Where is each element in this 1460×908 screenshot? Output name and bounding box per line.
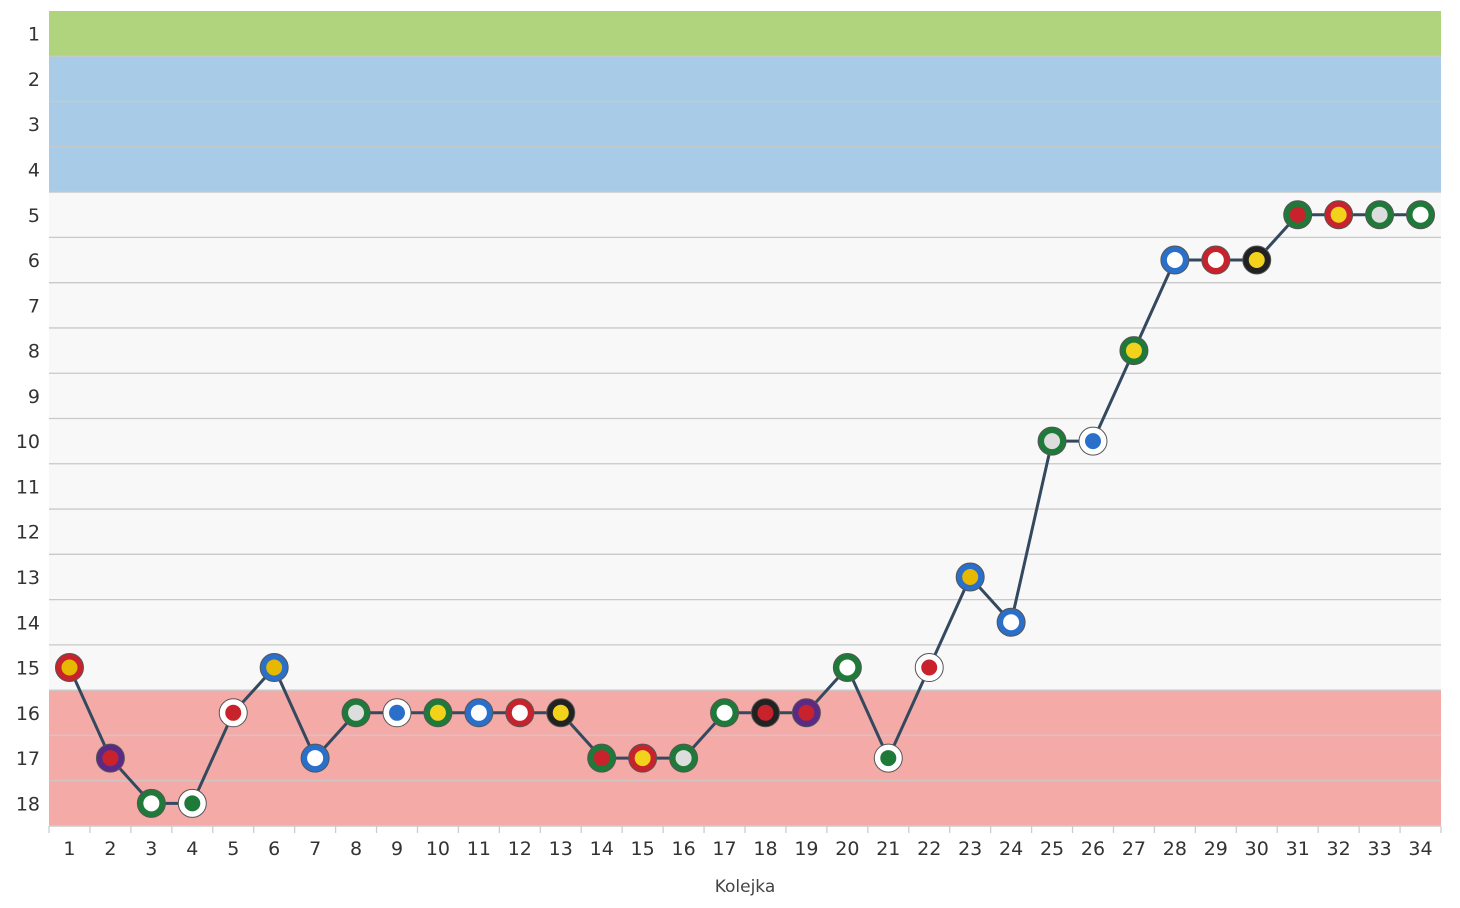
x-tick-label: 21 bbox=[876, 838, 900, 860]
y-tick-label: 15 bbox=[16, 658, 40, 680]
y-tick-label: 13 bbox=[16, 567, 40, 589]
green-shield-crest bbox=[341, 698, 371, 728]
white-red-pennant-crest bbox=[914, 653, 944, 683]
x-tick-label: 15 bbox=[631, 838, 655, 860]
y-tick-label: 17 bbox=[16, 748, 40, 770]
green-red-oval-crest bbox=[587, 743, 617, 773]
x-tick-label: 3 bbox=[145, 838, 157, 860]
white-green-shield-crest bbox=[177, 788, 207, 818]
band-2 bbox=[49, 192, 1441, 691]
gridlines bbox=[49, 55, 1441, 782]
red-gold-shield-crest bbox=[54, 653, 84, 683]
blue-white-striped-crest bbox=[464, 698, 494, 728]
green-white-round-crest bbox=[832, 653, 862, 683]
x-tick-label: 29 bbox=[1204, 838, 1228, 860]
y-tick-label: 6 bbox=[28, 250, 40, 272]
green-red-oval-crest bbox=[1283, 200, 1313, 230]
x-tick-label: 20 bbox=[835, 838, 859, 860]
y-tick-label: 2 bbox=[28, 69, 40, 91]
red-white-round-crest bbox=[505, 698, 535, 728]
y-tick-label: 9 bbox=[28, 386, 40, 408]
purple-red-shield-crest bbox=[95, 743, 125, 773]
white-red-pennant-crest bbox=[218, 698, 248, 728]
series-position bbox=[68, 213, 1421, 805]
y-tick-label: 10 bbox=[16, 431, 40, 453]
y-tick-label: 5 bbox=[28, 205, 40, 227]
x-tick-label: 4 bbox=[186, 838, 198, 860]
x-tick-label: 2 bbox=[104, 838, 116, 860]
x-tick-label: 22 bbox=[917, 838, 941, 860]
x-tick-label: 25 bbox=[1040, 838, 1064, 860]
x-tick-label: 31 bbox=[1286, 838, 1310, 860]
green-shield-crest bbox=[1037, 426, 1067, 456]
white-blue-red-crest bbox=[1078, 426, 1108, 456]
black-yellow-pennant-crest bbox=[546, 698, 576, 728]
x-tick-label: 1 bbox=[63, 838, 75, 860]
white-green-shield-crest bbox=[873, 743, 903, 773]
x-tick-label: 19 bbox=[794, 838, 818, 860]
y-tick-label: 12 bbox=[16, 522, 40, 544]
green-white-round-crest bbox=[136, 788, 166, 818]
x-tick-label: 5 bbox=[227, 838, 239, 860]
blue-white-crest bbox=[996, 607, 1026, 637]
red-yellow-shield-crest bbox=[1324, 200, 1354, 230]
x-tick-label: 30 bbox=[1245, 838, 1269, 860]
y-tick-label: 11 bbox=[16, 476, 40, 498]
x-tick-label: 26 bbox=[1081, 838, 1105, 860]
x-axis-title: Kolejka bbox=[715, 877, 776, 897]
x-tick-label: 18 bbox=[753, 838, 777, 860]
white-blue-red-crest bbox=[382, 698, 412, 728]
blue-white-crest bbox=[300, 743, 330, 773]
y-tick-label: 1 bbox=[28, 24, 40, 46]
x-tick-label: 17 bbox=[712, 838, 736, 860]
y-tick-label: 18 bbox=[16, 793, 40, 815]
y-tick-label: 14 bbox=[16, 612, 40, 634]
green-yellow-shield-crest bbox=[423, 698, 453, 728]
series-line bbox=[68, 213, 1421, 805]
y-tick-label: 8 bbox=[28, 341, 40, 363]
green-round-crest bbox=[1365, 200, 1395, 230]
blue-gold-cog-crest bbox=[259, 653, 289, 683]
red-yellow-shield-crest bbox=[628, 743, 658, 773]
x-tick-label: 24 bbox=[999, 838, 1023, 860]
green-round-crest bbox=[669, 743, 699, 773]
black-yellow-pennant-crest bbox=[1242, 245, 1272, 275]
black-red-shield-crest bbox=[750, 698, 780, 728]
x-tick-label: 27 bbox=[1122, 838, 1146, 860]
x-tick-label: 8 bbox=[350, 838, 362, 860]
y-tick-label: 16 bbox=[16, 703, 40, 725]
x-tick-label: 12 bbox=[508, 838, 532, 860]
green-white-pennant-crest bbox=[710, 698, 740, 728]
y-tick-label: 4 bbox=[28, 159, 40, 181]
x-tick-label: 10 bbox=[426, 838, 450, 860]
purple-red-shield-crest bbox=[791, 698, 821, 728]
band-0 bbox=[49, 11, 1441, 57]
x-tick-label: 7 bbox=[309, 838, 321, 860]
x-tick-label: 34 bbox=[1408, 838, 1432, 860]
x-tick-label: 32 bbox=[1327, 838, 1351, 860]
y-tick-label: 7 bbox=[28, 295, 40, 317]
x-tick-label: 28 bbox=[1163, 838, 1187, 860]
green-yellow-shield-crest bbox=[1119, 336, 1149, 366]
x-tick-label: 23 bbox=[958, 838, 982, 860]
green-white-pennant-crest bbox=[1406, 200, 1436, 230]
x-tick-label: 33 bbox=[1367, 838, 1391, 860]
x-axis: 1 2 3 4 5 6 7 8 9 10 11 12 13 14 15 16 17 18 19 20 21 22 23 24 2… bbox=[48, 825, 1442, 860]
band-3 bbox=[49, 690, 1441, 826]
band-1 bbox=[49, 56, 1441, 193]
y-tick-label: 3 bbox=[28, 114, 40, 136]
x-tick-label: 9 bbox=[391, 838, 403, 860]
x-tick-label: 11 bbox=[467, 838, 491, 860]
x-tick-label: 13 bbox=[549, 838, 573, 860]
red-white-round-crest bbox=[1201, 245, 1231, 275]
x-tick-label: 16 bbox=[671, 838, 695, 860]
x-tick-label: 6 bbox=[268, 838, 280, 860]
blue-white-striped-crest bbox=[1160, 245, 1190, 275]
blue-gold-cog-crest bbox=[955, 562, 985, 592]
x-tick-label: 14 bbox=[590, 838, 614, 860]
series-markers bbox=[54, 200, 1436, 818]
